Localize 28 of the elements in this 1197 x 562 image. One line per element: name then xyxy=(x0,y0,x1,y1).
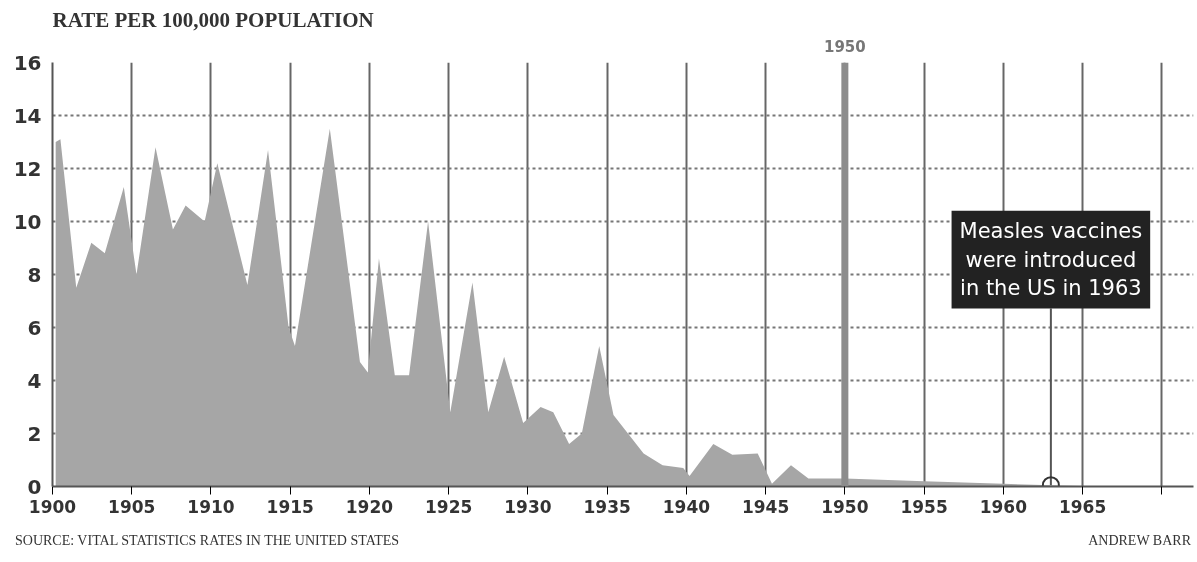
y-tick-label: 16 xyxy=(13,50,42,75)
y-tick-label: 4 xyxy=(27,368,42,393)
text: ANDREW BARR xyxy=(1088,532,1191,550)
x-tick-label: 1955 xyxy=(900,496,948,517)
y-tick-label: 8 xyxy=(27,262,42,287)
y-tick-label: 10 xyxy=(13,209,42,234)
x-tick-label: 1965 xyxy=(1058,496,1107,517)
x-tick-label: 1905 xyxy=(108,496,156,517)
x-tick-label: 1945 xyxy=(741,496,790,517)
annotation: Measles vaccines were introduced in the US in 1963 xyxy=(959,218,1143,301)
x-tick-label: 1900 xyxy=(28,496,77,517)
x-tick-label: 1920 xyxy=(345,496,394,517)
chart-title: RATE PER 100,000 POPULATION xyxy=(52,7,374,32)
x-tick-label: 1935 xyxy=(583,496,631,517)
ref-line-label: 1950 xyxy=(823,37,866,56)
x-tick-label: 1960 xyxy=(979,496,1028,517)
x-tick-label: 1925 xyxy=(425,496,473,517)
x-tick-label: 1915 xyxy=(266,496,314,517)
y-tick-label: 2 xyxy=(27,421,42,446)
x-tick-label: 1950 xyxy=(821,496,869,517)
x-tick-label: 1940 xyxy=(662,496,711,517)
y-tick-label: 14 xyxy=(13,103,42,128)
y-tick-label: 0 xyxy=(27,474,42,499)
y-tick-label: 12 xyxy=(13,156,42,181)
x-tick-label: 1930 xyxy=(504,496,552,517)
x-tick-label: 1910 xyxy=(187,496,235,517)
source-note: SOURCE: VITAL STATISTICS RATES IN THE UNITED STATES xyxy=(15,532,400,550)
y-tick-label: 6 xyxy=(27,315,42,340)
